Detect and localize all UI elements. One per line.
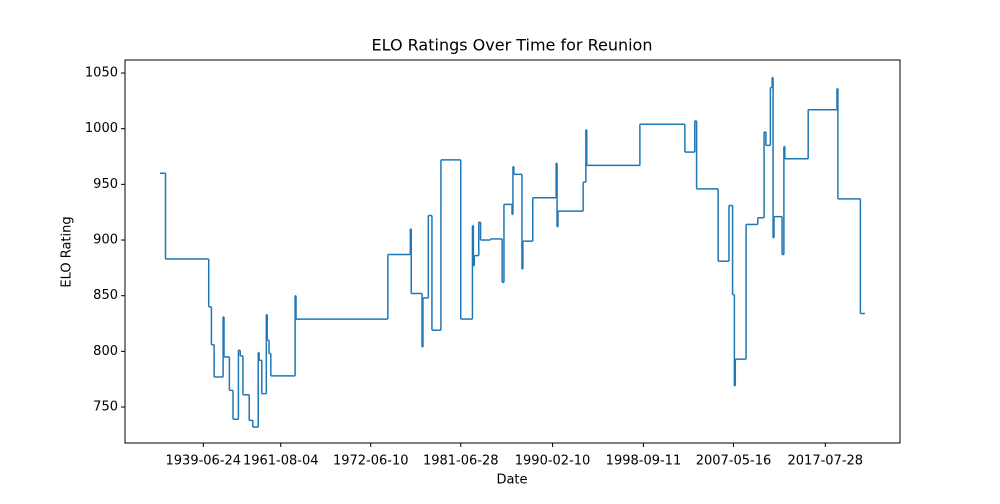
- x-axis-label: Date: [496, 473, 527, 488]
- x-tick-label: 1961-08-04: [243, 454, 319, 469]
- x-tick-label: 1990-02-10: [515, 454, 591, 469]
- y-tick-label: 1050: [85, 66, 118, 81]
- x-tick-label: 2017-07-28: [788, 454, 864, 469]
- y-tick-label: 1000: [85, 121, 118, 136]
- y-tick-label: 850: [93, 288, 118, 303]
- y-tick-label: 900: [93, 233, 118, 248]
- x-tick-label: 1972-06-10: [333, 454, 409, 469]
- x-tick-label: 1998-09-11: [606, 454, 682, 469]
- axes-frame: [124, 59, 901, 444]
- y-axis-label: ELO Rating: [60, 216, 75, 287]
- y-tick-label: 950: [93, 177, 118, 192]
- chart-title: ELO Ratings Over Time for Reunion: [372, 36, 653, 55]
- y-tick-label: 750: [93, 400, 118, 415]
- x-tick-label: 1939-06-24: [166, 454, 242, 469]
- x-tick-label: 1981-06-28: [423, 454, 499, 469]
- plot-area: [160, 76, 865, 428]
- x-tick-label: 2007-05-16: [696, 454, 772, 469]
- y-tick-label: 800: [93, 344, 118, 359]
